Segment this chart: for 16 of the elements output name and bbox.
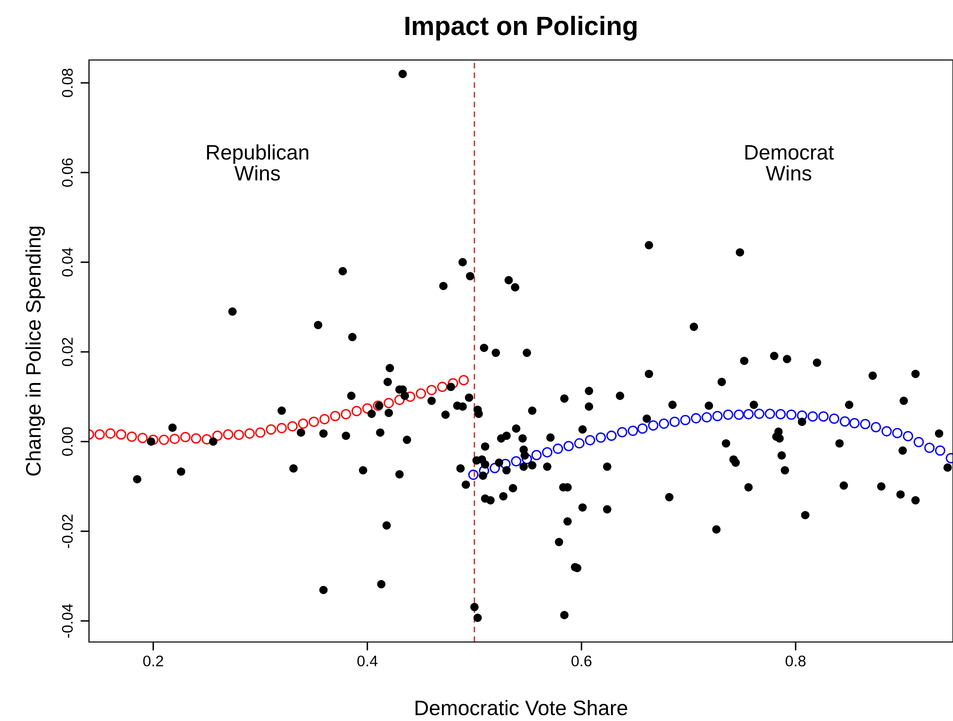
- x-tick-label: 0.2: [143, 656, 164, 666]
- y-tick-label: -0.02: [62, 514, 73, 548]
- y-tick-label: -0.04: [62, 604, 73, 638]
- x-tick-label: 0.6: [571, 656, 592, 666]
- y-tick-label: 0.06: [62, 158, 73, 187]
- y-tick-label: 0.02: [62, 338, 73, 366]
- x-tick-label: 0.4: [357, 656, 378, 666]
- chart-title: Impact on Policing: [405, 16, 637, 41]
- annotation: Republican Wins: [207, 144, 308, 181]
- y-tick-label: 0.08: [62, 68, 73, 98]
- annotation: Democrat Wins: [745, 145, 834, 181]
- x-axis-title: Democratic Vote Share: [416, 700, 628, 716]
- y-axis-title: Change in Police Spending: [25, 226, 45, 476]
- y-tick-label: 0.00: [62, 427, 73, 456]
- x-tick-label: 0.8: [786, 656, 806, 666]
- y-tick-label: 0.04: [62, 248, 73, 276]
